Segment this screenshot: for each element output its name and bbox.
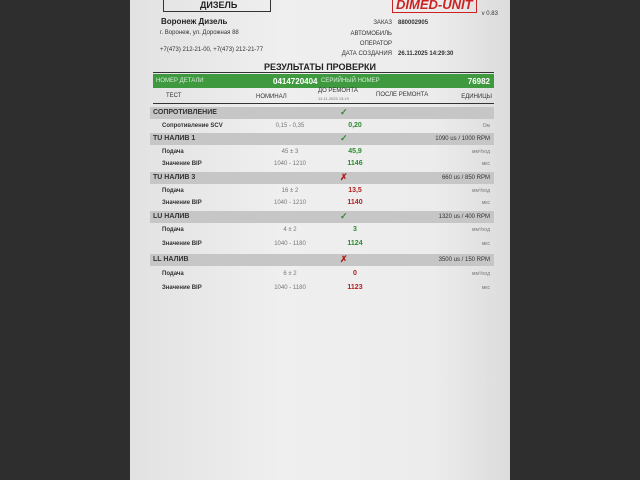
- check-icon: ✓: [340, 211, 348, 221]
- col-nominal: НОМИНАЛ: [256, 94, 287, 100]
- section-name: TU НАЛИВ 1: [153, 135, 196, 142]
- before-value: 1123: [347, 284, 363, 291]
- table-row: Подача 45 ± 3 45,9 мм³/ход: [150, 146, 494, 158]
- before-value: 1124: [347, 240, 363, 247]
- section-header: TU НАЛИВ 1 ✓ 1090 us / 1000 RPM: [150, 133, 494, 145]
- company-logo: ДИЗЕЛЬ: [163, 0, 271, 12]
- dimed-logo: DIMED-UNIT: [392, 0, 477, 13]
- serial-number: 76982: [467, 77, 490, 86]
- units: мкс: [481, 200, 490, 206]
- part-label: НОМЕР ДЕТАЛИ: [156, 78, 204, 84]
- test-name: Значение BIP: [162, 161, 202, 167]
- section-mode: 1320 us / 400 RPM: [438, 214, 490, 220]
- before-value: 0,20: [348, 122, 362, 129]
- section-header: TU НАЛИВ 3 ✗ 660 us / 850 RPM: [150, 172, 494, 184]
- check-icon: ✓: [340, 107, 348, 117]
- col-after: ПОСЛЕ РЕМОНТА: [376, 92, 429, 98]
- section-header: LU НАЛИВ ✓ 1320 us / 400 RPM: [150, 211, 494, 223]
- table-row: Значение BIP 1040 - 1180 1123 мкс: [150, 282, 494, 294]
- section-mode: 3500 us / 150 RPM: [438, 257, 490, 263]
- col-before: ДО РЕМОНТА: [318, 88, 358, 94]
- col-test: ТЕСТ: [166, 93, 182, 99]
- section-name: TU НАЛИВ 3: [153, 174, 196, 181]
- nominal-value: 45 ± 3: [281, 149, 299, 155]
- created-date: 26.11.2025 14:29:30: [398, 51, 454, 57]
- units: мм³/ход: [472, 188, 490, 194]
- test-name: Подача: [162, 271, 184, 277]
- table-row: Значение BIP 1040 - 1210 1146 мкс: [150, 158, 494, 170]
- table-row: Подача 4 ± 2 3 мм³/ход: [150, 224, 494, 236]
- company-name: Воронеж Дизель: [161, 17, 228, 26]
- check-icon: ✓: [340, 133, 348, 143]
- col-units: ЕДИНИЦЫ: [461, 94, 492, 100]
- nominal-value: 1040 - 1180: [274, 241, 306, 247]
- section-header: LL НАЛИВ ✗ 3500 us / 150 RPM: [150, 254, 494, 266]
- order-number: 880002905: [398, 20, 429, 26]
- units: мкс: [481, 241, 490, 247]
- nominal-value: 16 ± 2: [281, 188, 299, 194]
- test-name: Подача: [162, 149, 184, 155]
- section-name: LL НАЛИВ: [153, 256, 189, 263]
- test-name: Значение BIP: [162, 200, 202, 206]
- nominal-value: 0,15 - 0,35: [275, 123, 305, 129]
- nominal-value: 1040 - 1210: [273, 200, 307, 206]
- units: мкс: [481, 161, 490, 167]
- part-bar: НОМЕР ДЕТАЛИ 0414720404 СЕРИЙНЫЙ НОМЕР 7…: [153, 74, 494, 88]
- car-label: АВТОМОБИЛЬ: [350, 31, 392, 37]
- units: Ом: [482, 123, 490, 129]
- test-name: Значение BIP: [162, 285, 202, 291]
- test-name: Сопротивление SCV: [162, 123, 223, 129]
- before-value: 45,9: [348, 148, 362, 155]
- section-mode: 1090 us / 1000 RPM: [435, 136, 490, 142]
- units: мм³/ход: [472, 227, 490, 233]
- version: v 0.83: [481, 11, 498, 17]
- serial-label: СЕРИЙНЫЙ НОМЕР: [321, 78, 380, 84]
- report-paper: ДИЗЕЛЬ DIMED-UNIT v 0.83 Воронеж Дизель …: [130, 0, 510, 480]
- nominal-value: 1040 - 1180: [274, 285, 306, 291]
- units: мм³/ход: [472, 149, 490, 155]
- table-row: Подача 16 ± 2 13,5 мм³/ход: [150, 185, 494, 197]
- section-name: LU НАЛИВ: [153, 213, 190, 220]
- section-name: СОПРОТИВЛЕНИЕ: [153, 109, 217, 116]
- table-row: Значение BIP 1040 - 1180 1124 мкс: [150, 238, 494, 250]
- company-address: г. Воронеж, ул. Дорожная 88: [160, 30, 239, 36]
- test-name: Подача: [162, 227, 184, 233]
- section-header: СОПРОТИВЛЕНИЕ ✓: [150, 107, 494, 119]
- operator-label: ОПЕРАТОР: [359, 41, 392, 47]
- test-name: Значение BIP: [162, 241, 202, 247]
- nominal-value: 4 ± 2: [283, 227, 297, 233]
- fail-icon: ✗: [340, 172, 348, 182]
- units: мм³/ход: [472, 271, 490, 277]
- before-value: 3: [353, 226, 357, 233]
- table-row: Подача 6 ± 2 0 мм³/ход: [150, 268, 494, 280]
- part-number: 0414720404: [273, 77, 318, 86]
- before-value: 1146: [347, 160, 363, 167]
- page-title: РЕЗУЛЬТАТЫ ПРОВЕРКИ: [263, 62, 377, 72]
- table-row: Сопротивление SCV 0,15 - 0,35 0,20 Ом: [150, 120, 494, 132]
- date-label: ДАТА СОЗДАНИЯ: [341, 51, 392, 57]
- section-mode: 660 us / 850 RPM: [441, 175, 490, 181]
- nominal-value: 1040 - 1210: [273, 161, 307, 167]
- before-value: 13,5: [348, 187, 362, 194]
- col-before-date: 14.11.2025 13:19: [318, 96, 349, 101]
- table-row: Значение BIP 1040 - 1210 1140 мкс: [150, 197, 494, 209]
- test-name: Подача: [162, 188, 184, 194]
- fail-icon: ✗: [340, 254, 348, 264]
- nominal-value: 6 ± 2: [283, 271, 297, 277]
- before-value: 0: [353, 270, 357, 277]
- order-label: ЗАКАЗ: [373, 20, 392, 26]
- company-phones: +7(473) 212-21-00, +7(473) 212-21-77: [160, 47, 264, 53]
- before-value: 1140: [347, 199, 363, 206]
- units: мкс: [481, 285, 490, 291]
